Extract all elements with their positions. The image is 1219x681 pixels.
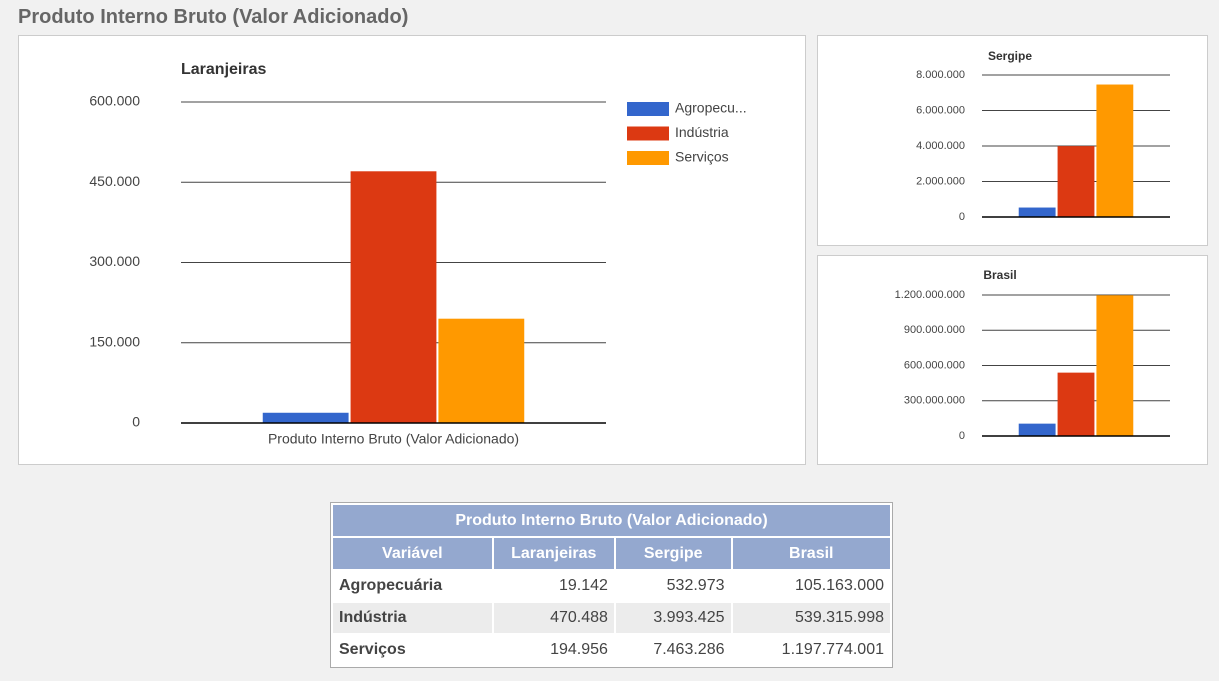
chart-title: Brasil — [983, 268, 1016, 282]
y-tick-label: 600.000 — [89, 93, 140, 109]
x-tick-label: Produto Interno Bruto (Valor Adicionado) — [268, 431, 519, 447]
table-cell: 194.956 — [550, 641, 608, 658]
bar — [350, 171, 437, 423]
data-table: Produto Interno Bruto (Valor Adicionado)… — [330, 502, 893, 668]
bar — [1096, 84, 1134, 217]
table-title-row: Produto Interno Bruto (Valor Adicionado) — [333, 505, 890, 536]
bar — [262, 412, 349, 423]
table-row: Indústria 470.488 3.993.425 539.315.998 — [333, 603, 890, 633]
legend-label: Indústria — [675, 124, 729, 140]
table-cell: 532.973 — [666, 577, 725, 594]
panel — [817, 255, 1208, 465]
column-header: Brasil — [732, 538, 890, 569]
column-header: Sergipe — [615, 538, 731, 569]
column-header: Laranjeiras — [493, 538, 614, 569]
y-tick-label: 450.000 — [89, 173, 140, 189]
table-cell: 3.993.425 — [615, 603, 731, 633]
header-row: Variável Laranjeiras Sergipe Brasil — [333, 538, 890, 569]
table-cell: 539.315.998 — [732, 603, 890, 633]
table-title: Produto Interno Bruto (Valor Adicionado) — [333, 505, 890, 536]
chart-title: Laranjeiras — [181, 61, 266, 78]
bar — [1018, 423, 1056, 436]
legend-swatch — [627, 151, 669, 165]
y-tick-label: 600.000.000 — [904, 359, 965, 371]
table-cell: Indústria — [333, 603, 492, 633]
y-tick-label: 6.000.000 — [916, 104, 965, 116]
bar — [1057, 372, 1095, 436]
column-header: Variável — [333, 538, 492, 569]
y-tick-label: 900.000.000 — [904, 324, 965, 336]
bar — [1018, 207, 1056, 217]
table-cell: 470.488 — [493, 603, 614, 633]
bar — [1096, 295, 1134, 436]
y-tick-label: 300.000 — [89, 253, 140, 269]
y-tick-label: 300.000.000 — [904, 395, 965, 407]
table-cell: Serviços — [339, 641, 406, 658]
charts: Laranjeiras 0 150.000 300.000 450.000 600.000… — [89, 49, 1170, 447]
table-cell: 105.163.000 — [795, 577, 884, 594]
chart-title: Sergipe — [988, 49, 1032, 63]
y-tick-label: 8.000.000 — [916, 69, 965, 81]
y-tick-label: 4.000.000 — [916, 140, 965, 152]
y-tick-label: 0 — [959, 430, 965, 442]
bar — [438, 318, 525, 423]
y-tick-label: 0 — [132, 414, 140, 430]
bar — [1057, 146, 1095, 217]
panel — [817, 35, 1208, 246]
y-tick-label: 150.000 — [89, 333, 140, 349]
y-tick-label: 0 — [959, 211, 965, 223]
legend-label: Agropecu... — [675, 100, 747, 116]
table-row: Serviços 194.956 7.463.286 1.197.774.001 — [333, 635, 890, 665]
y-tick-label: 2.000.000 — [916, 175, 965, 187]
y-tick-label: 1.200.000.000 — [895, 289, 965, 301]
table-row: Agropecuária 19.142 532.973 105.163.000 — [333, 571, 890, 601]
legend-swatch — [627, 102, 669, 116]
legend-swatch — [627, 126, 669, 141]
table-cell: 7.463.286 — [653, 641, 725, 658]
legend-label: Serviços — [675, 149, 729, 165]
table-cell: 1.197.774.001 — [781, 641, 884, 658]
table-cell: Agropecuária — [339, 577, 443, 594]
page-title: Produto Interno Bruto (Valor Adicionado) — [18, 6, 409, 28]
table-cell: 19.142 — [559, 577, 608, 594]
